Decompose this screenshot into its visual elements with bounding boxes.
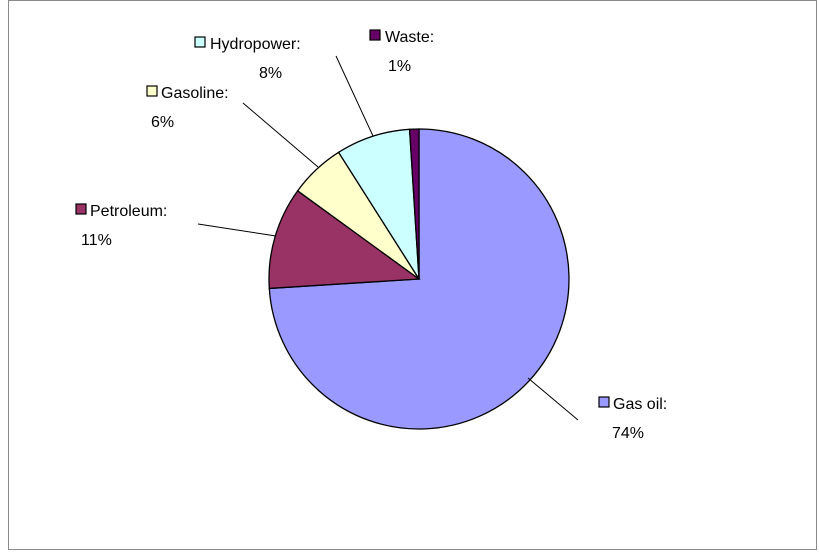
label-key-hydropower [194, 36, 206, 48]
data-label-percent-gas-oil: 74% [612, 425, 644, 442]
leader-line-hydropower [335, 55, 374, 137]
data-label-name-gasoline: Gasoline: [161, 85, 229, 102]
data-label-percent-hydropower: 8% [259, 65, 282, 82]
label-key-petroleum [75, 203, 87, 215]
data-labels: Gas oil: 74% Petroleum: 11% Gasoline: 6% Hydro… [75, 29, 667, 442]
leader-line-gas-oil [527, 377, 579, 421]
pie-slice-waste [408, 128, 420, 280]
data-label-name-petroleum: Petroleum: [90, 203, 167, 220]
leader-line-petroleum [197, 223, 277, 237]
data-label-percent-gasoline: 6% [151, 114, 174, 131]
data-label-name-gas-oil: Gas oil: [613, 396, 667, 413]
pie-slices [268, 128, 570, 430]
label-key-waste [369, 29, 381, 41]
leader-line-gasoline [242, 102, 319, 168]
label-key-gas-oil [598, 396, 610, 408]
data-label-name-hydropower: Hydropower: [210, 36, 301, 53]
data-label-percent-waste: 1% [388, 58, 411, 75]
data-label-percent-petroleum: 11% [81, 232, 112, 249]
leader-lines [197, 55, 579, 421]
pie-slice-petroleum [268, 189, 421, 290]
label-key-gasoline [146, 85, 158, 97]
data-label-name-waste: Waste: [385, 29, 434, 46]
